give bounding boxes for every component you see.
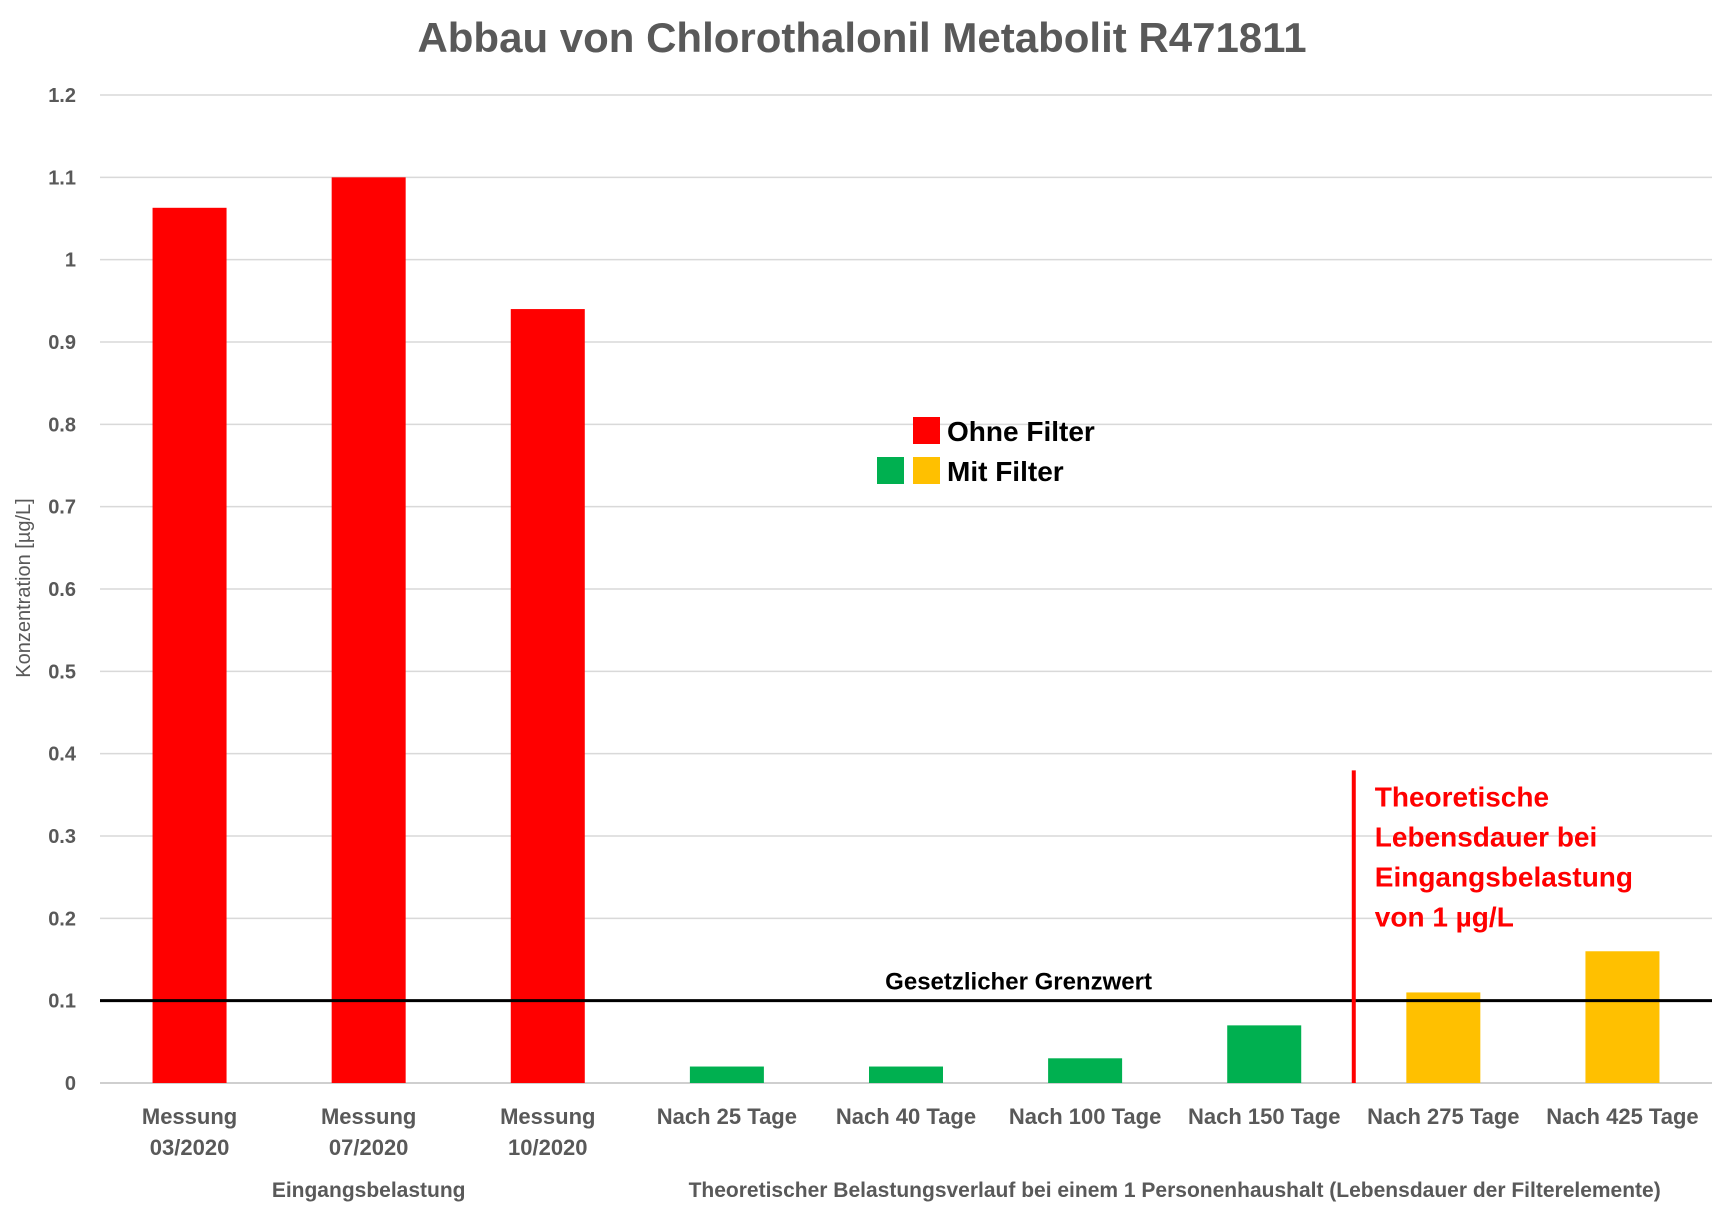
y-tick-label: 0.3 xyxy=(48,826,76,848)
bar xyxy=(869,1066,943,1083)
bars xyxy=(152,177,1660,1084)
x-tick-label: Nach 150 Tage xyxy=(1188,1104,1340,1129)
y-tick-label: 0.4 xyxy=(48,744,77,766)
y-tick-label: 0.6 xyxy=(48,579,76,601)
x-tick-label: Messung 07/2020 xyxy=(321,1104,416,1160)
y-tick-label: 0.5 xyxy=(48,661,76,683)
reference-line-label: Gesetzlicher Grenzwert xyxy=(885,969,1152,996)
legend: Ohne Filter Mit Filter xyxy=(877,416,1095,487)
legend-label: Ohne Filter xyxy=(947,416,1095,447)
category-group-label: Theoretischer Belastungsverlauf bei eine… xyxy=(689,1179,1661,1202)
bar xyxy=(1048,1058,1123,1083)
bar xyxy=(152,207,227,1084)
x-tick-label: Messung 10/2020 xyxy=(500,1104,595,1160)
bar xyxy=(689,1066,764,1083)
y-tick-labels: 0 0.1 0.2 0.3 0.4 0.5 0.6 0.7 0.8 0.9 1 1.1 1.2 xyxy=(48,85,77,1095)
x-tick-label: Nach 425 Tage xyxy=(1546,1104,1698,1129)
x-tick-labels: Messung 03/2020 Messung 07/2020 Messung 10/20… xyxy=(142,1104,1699,1160)
bar xyxy=(1585,951,1660,1083)
y-tick-label: 1 xyxy=(65,250,76,272)
bar xyxy=(331,177,406,1084)
x-tick-label: Nach 25 Tage xyxy=(657,1104,797,1129)
chart-title: Abbau von Chlorothalonil Metabolit R4718… xyxy=(417,14,1306,61)
y-tick-label: 0.7 xyxy=(48,497,76,519)
bar xyxy=(1406,992,1481,1083)
x-tick-label: Nach 275 Tage xyxy=(1367,1104,1519,1129)
y-tick-label: 1.2 xyxy=(48,85,76,107)
category-group-label: Eingangsbelastung xyxy=(272,1179,466,1202)
annotations: Gesetzlicher Grenzwert Theoretische Lebens… xyxy=(100,770,1712,1083)
y-tick-label: 0.9 xyxy=(48,332,76,354)
legend-label: Mit Filter xyxy=(947,456,1064,487)
legend-swatch xyxy=(877,457,904,484)
legend-swatch xyxy=(913,457,940,484)
marker-line-label: Theoretische Lebensdauer bei Eingangsbelas… xyxy=(1375,781,1633,932)
bar xyxy=(510,309,585,1084)
y-tick-label: 0.8 xyxy=(48,414,76,436)
y-tick-label: 1.1 xyxy=(48,167,76,189)
y-axis-label: Konzentration [µg/L] xyxy=(13,498,35,677)
y-tick-label: 0.2 xyxy=(48,908,76,930)
x-tick-label: Messung 03/2020 xyxy=(142,1104,237,1160)
y-tick-label: 0.1 xyxy=(48,991,76,1013)
x-tick-label: Nach 40 Tage xyxy=(836,1104,976,1129)
bar xyxy=(1227,1025,1302,1083)
y-tick-label: 0 xyxy=(65,1073,76,1095)
x-tick-label: Nach 100 Tage xyxy=(1009,1104,1161,1129)
category-group-labels: Eingangsbelastung Theoretischer Belastung… xyxy=(272,1179,1661,1202)
legend-swatch xyxy=(913,417,940,444)
